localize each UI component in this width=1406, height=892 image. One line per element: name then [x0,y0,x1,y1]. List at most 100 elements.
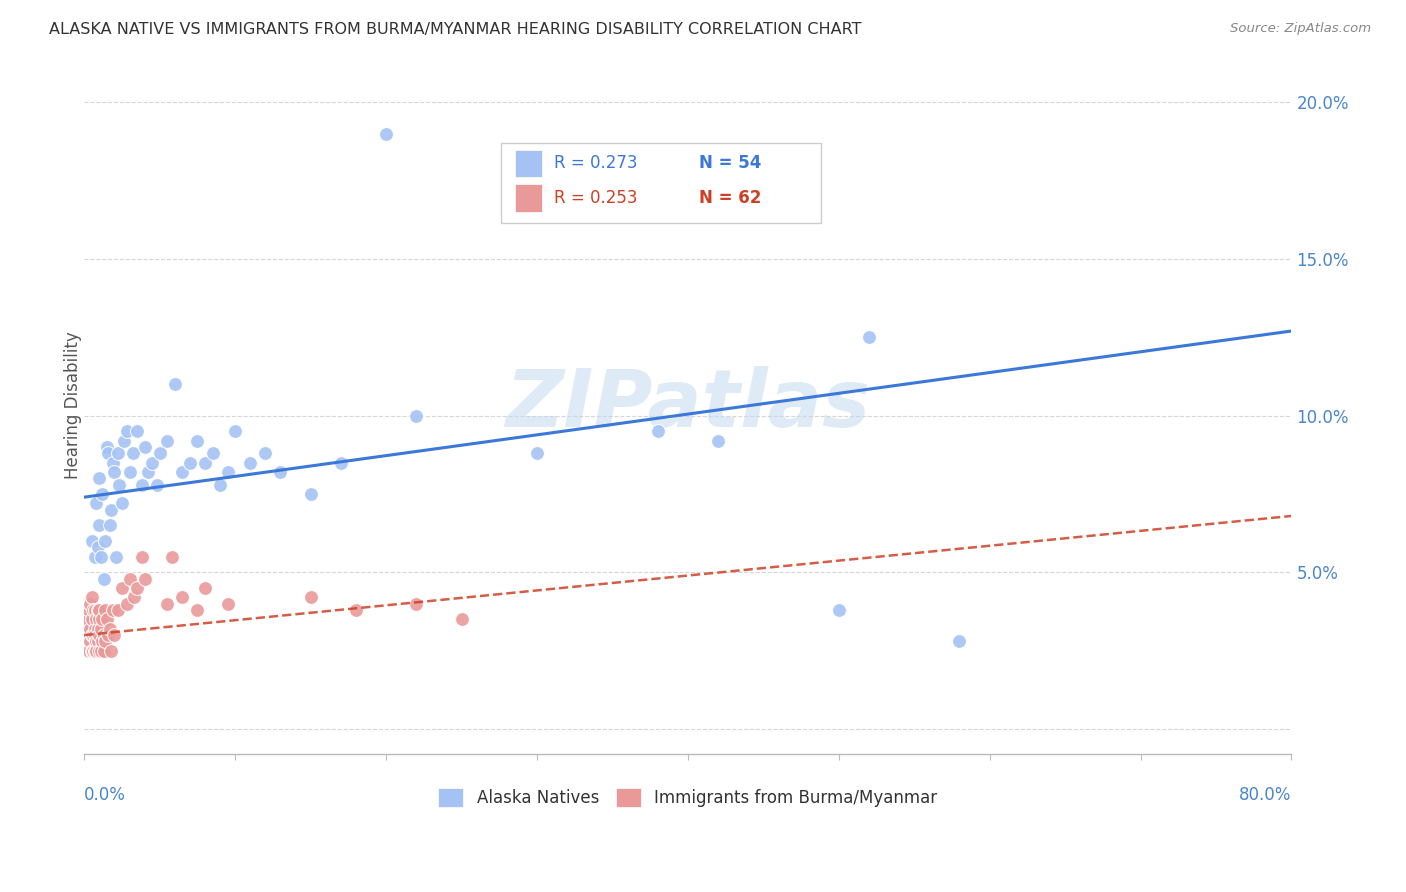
Point [118,465,141,479]
Point [96,612,118,626]
Point [828,603,851,617]
Point [269,465,291,479]
Point [89,518,111,533]
Point [91,487,114,501]
Point [76,634,98,648]
Point [111,581,134,595]
Point [134,572,156,586]
Point [94,534,117,549]
Point [82,603,104,617]
Point [127,581,149,595]
Legend: Alaska Natives, Immigrants from Burma/Myanmar: Alaska Natives, Immigrants from Burma/My… [430,780,946,816]
Point [101,603,124,617]
Point [156,597,179,611]
Point [83,644,105,658]
Text: ALASKA NATIVE VS IMMIGRANTS FROM BURMA/MYANMAR HEARING DISABILITY CORRELATION CH: ALASKA NATIVE VS IMMIGRANTS FROM BURMA/M… [49,22,862,37]
Point [89,644,111,658]
Point [450,612,472,626]
Point [121,446,143,460]
Point [201,446,224,460]
Point [80,612,103,626]
Point [83,549,105,564]
Point [858,330,880,344]
Point [89,471,111,485]
Point [101,456,124,470]
Point [90,644,112,658]
Point [107,603,129,617]
Point [156,434,179,448]
Text: ZIPatlas: ZIPatlas [505,366,870,443]
Point [77,644,100,658]
Point [239,456,262,470]
Point [131,549,153,564]
Point [122,591,145,605]
Point [163,377,186,392]
Point [194,581,217,595]
Point [172,465,194,479]
Point [79,622,101,636]
Text: R = 0.273: R = 0.273 [554,154,637,172]
Point [83,622,105,636]
Point [89,603,111,617]
Point [93,572,115,586]
Point [91,634,114,648]
Point [127,425,149,439]
Point [80,591,103,605]
Point [299,487,322,501]
Point [526,446,548,460]
Point [344,603,367,617]
Point [217,597,239,611]
Point [160,549,183,564]
Point [89,628,111,642]
Point [87,603,110,617]
Point [194,456,217,470]
Point [179,456,201,470]
Point [82,644,104,658]
Text: R = 0.253: R = 0.253 [554,189,637,208]
Point [131,477,153,491]
Point [98,622,121,636]
Point [103,465,125,479]
Point [105,549,128,564]
Point [94,603,117,617]
Point [97,446,120,460]
Point [707,434,730,448]
Point [145,477,167,491]
Text: N = 54: N = 54 [699,154,761,172]
Text: Source: ZipAtlas.com: Source: ZipAtlas.com [1230,22,1371,36]
Point [134,440,156,454]
Point [94,634,117,648]
Point [107,446,129,460]
Point [141,456,163,470]
Point [112,434,135,448]
Point [108,477,131,491]
Point [172,591,194,605]
Y-axis label: Hearing Disability: Hearing Disability [65,331,82,478]
Text: 0.0%: 0.0% [84,786,127,804]
Point [87,622,110,636]
Point [647,425,669,439]
Point [79,597,101,611]
Point [186,603,208,617]
Point [111,496,134,510]
Point [93,628,115,642]
Point [86,496,108,510]
Point [91,612,114,626]
Point [948,634,970,648]
Point [100,502,122,516]
Point [254,446,277,460]
Point [90,549,112,564]
Point [96,440,118,454]
Point [89,612,111,626]
Point [405,409,427,423]
Point [80,644,103,658]
Point [115,597,138,611]
Point [80,628,103,642]
Point [77,603,100,617]
Text: N = 62: N = 62 [699,189,761,208]
Point [375,127,398,141]
Point [86,644,108,658]
Point [100,644,122,658]
Point [79,634,101,648]
Point [115,425,138,439]
